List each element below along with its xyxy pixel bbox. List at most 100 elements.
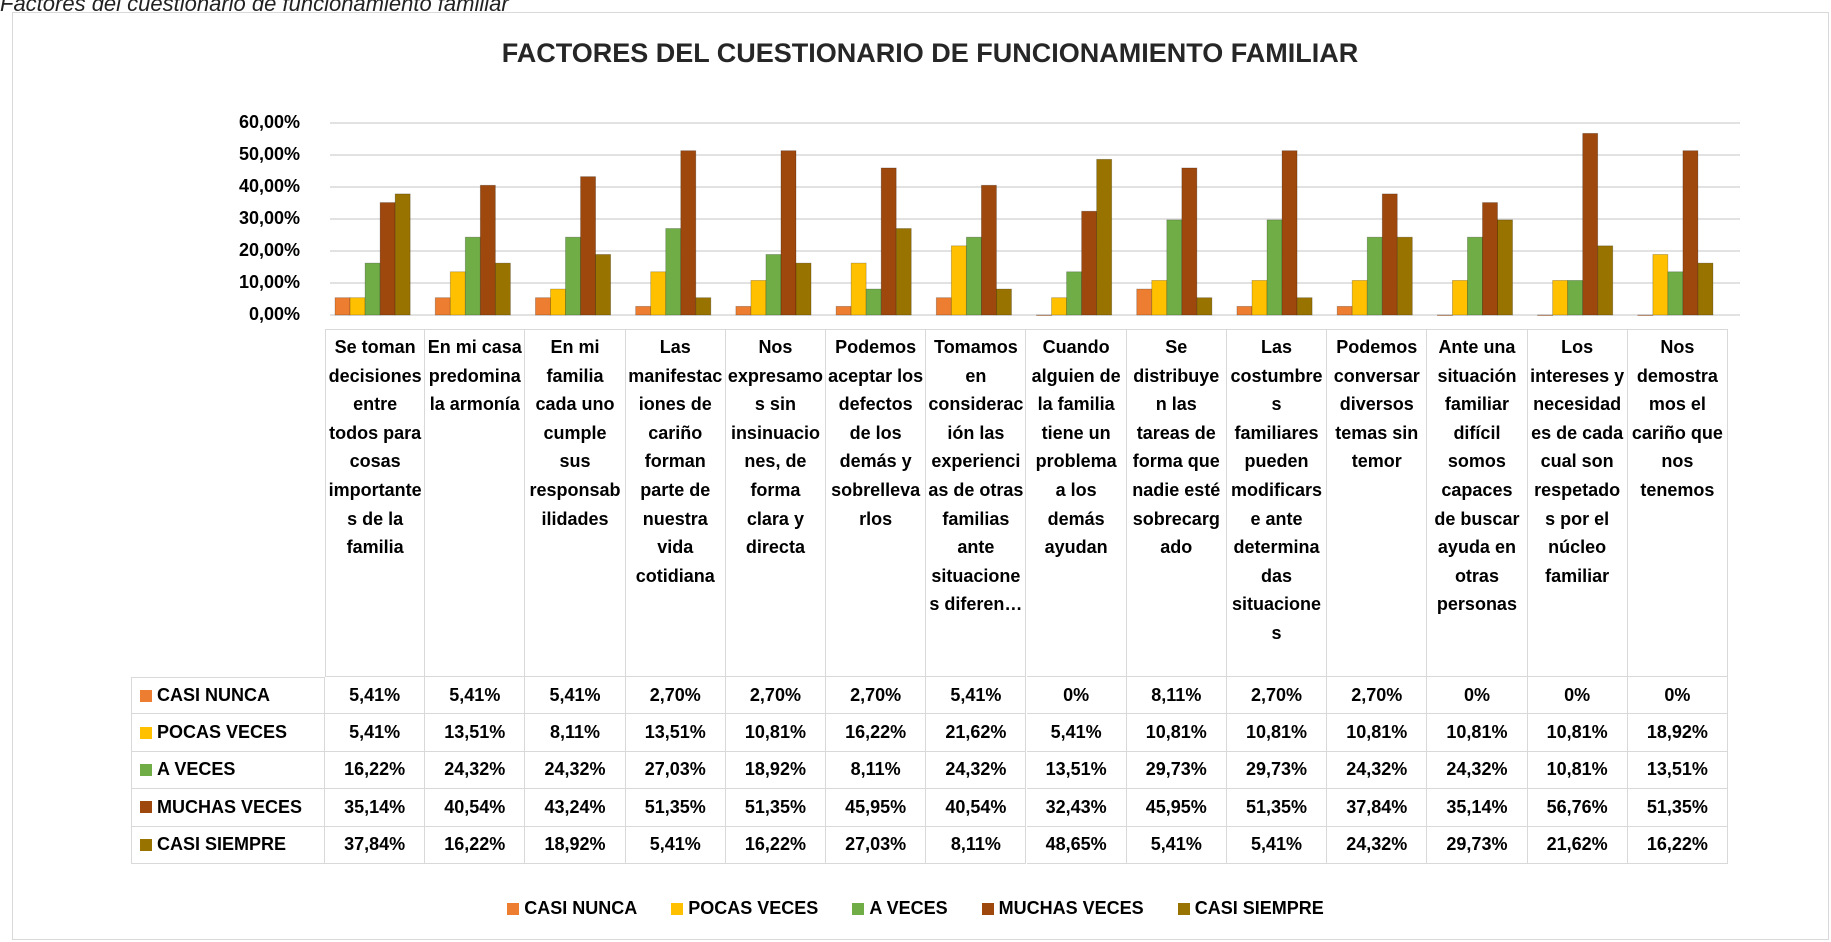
value-label: 51,35% bbox=[1627, 789, 1728, 827]
legend-item: A VECES bbox=[852, 898, 948, 919]
category-label: Podemos aceptar los defectos de los demá… bbox=[826, 329, 927, 677]
bar bbox=[1467, 236, 1483, 316]
bar bbox=[895, 228, 912, 316]
value-label: 10,81% bbox=[1527, 714, 1628, 752]
legend-swatch bbox=[981, 902, 994, 915]
bar bbox=[680, 150, 697, 316]
legend-item: CASI SIEMPRE bbox=[1177, 898, 1324, 919]
chart-frame bbox=[12, 12, 1829, 940]
y-tick-label: 40,00% bbox=[239, 176, 300, 196]
bar bbox=[795, 262, 812, 316]
row-label-text: CASI SIEMPRE bbox=[157, 834, 287, 855]
bar bbox=[595, 254, 612, 316]
row-label: POCAS VECES bbox=[131, 714, 325, 752]
value-label: 2,70% bbox=[826, 677, 927, 715]
value-label: 10,81% bbox=[1126, 714, 1227, 752]
bar bbox=[580, 176, 596, 316]
category-label: Cuando alguien de la familia tiene un pr… bbox=[1026, 329, 1127, 677]
bar bbox=[635, 305, 652, 316]
bar bbox=[1482, 202, 1498, 316]
value-label: 35,14% bbox=[325, 789, 426, 827]
value-label: 13,51% bbox=[1627, 751, 1728, 790]
value-label: 51,35% bbox=[625, 789, 726, 827]
row-label: MUCHAS VECES bbox=[131, 789, 325, 827]
bar bbox=[1296, 297, 1313, 316]
value-label: 5,41% bbox=[425, 677, 526, 715]
category-label: Ante una situación familiar difícil somo… bbox=[1427, 329, 1528, 677]
value-label: 5,41% bbox=[1026, 714, 1127, 752]
value-label: 13,51% bbox=[625, 714, 726, 752]
category-label: Se distribuyen las tareas de forma que n… bbox=[1126, 329, 1227, 677]
y-tick-label: 20,00% bbox=[239, 240, 300, 260]
value-label: 48,65% bbox=[1026, 826, 1127, 864]
value-label: 0% bbox=[1527, 677, 1628, 715]
legend-item: POCAS VECES bbox=[671, 898, 818, 919]
value-label: 10,81% bbox=[1226, 714, 1328, 752]
bar bbox=[1637, 314, 1654, 316]
bar bbox=[735, 305, 752, 316]
bar bbox=[535, 297, 551, 316]
value-label: 16,22% bbox=[425, 826, 526, 864]
value-label: 24,32% bbox=[1327, 751, 1428, 790]
value-label: 2,70% bbox=[1226, 677, 1328, 715]
value-label: 5,41% bbox=[1226, 826, 1328, 864]
row-label: CASI SIEMPRE bbox=[131, 826, 325, 864]
value-label: 51,35% bbox=[725, 789, 827, 827]
legend-swatch bbox=[140, 801, 152, 814]
value-label: 16,22% bbox=[1627, 826, 1728, 864]
value-label: 13,51% bbox=[425, 714, 526, 752]
value-label: 18,92% bbox=[725, 751, 827, 790]
bar bbox=[1667, 271, 1684, 316]
bar bbox=[996, 288, 1012, 316]
bar bbox=[1036, 314, 1052, 316]
legend-swatch bbox=[507, 902, 520, 915]
bar bbox=[1567, 280, 1584, 316]
legend-item: MUCHAS VECES bbox=[981, 898, 1144, 919]
bar bbox=[1537, 314, 1554, 316]
bar bbox=[1051, 297, 1067, 316]
row-label-text: POCAS VECES bbox=[157, 722, 288, 743]
bar bbox=[1497, 219, 1513, 316]
value-label: 51,35% bbox=[1226, 789, 1328, 827]
bar bbox=[765, 254, 782, 316]
bar bbox=[1452, 280, 1468, 316]
value-label: 5,41% bbox=[325, 714, 426, 752]
bar bbox=[1336, 305, 1353, 316]
category-label: Se toman decisiones entre todos para cos… bbox=[325, 329, 426, 677]
bar bbox=[695, 297, 712, 316]
bar bbox=[1196, 297, 1213, 316]
value-label: 24,32% bbox=[425, 751, 526, 790]
value-label: 27,03% bbox=[625, 751, 726, 790]
bar bbox=[464, 236, 481, 316]
legend-swatch bbox=[671, 902, 684, 915]
value-label: 45,95% bbox=[1126, 789, 1227, 827]
value-label: 27,03% bbox=[826, 826, 927, 864]
value-label: 56,76% bbox=[1527, 789, 1628, 827]
bar bbox=[565, 236, 581, 316]
bar bbox=[334, 297, 351, 316]
bar bbox=[880, 167, 897, 316]
bar bbox=[1597, 245, 1614, 316]
value-label: 8,11% bbox=[826, 751, 927, 790]
bar bbox=[449, 271, 466, 316]
value-label: 18,92% bbox=[525, 826, 626, 864]
value-label: 16,22% bbox=[826, 714, 927, 752]
y-tick-label: 10,00% bbox=[239, 272, 300, 292]
legend-label: POCAS VECES bbox=[688, 898, 819, 918]
value-label: 13,51% bbox=[1026, 751, 1127, 790]
category-label: Nos demostramos el cariño que nos tenemo… bbox=[1627, 329, 1728, 677]
bar bbox=[1066, 271, 1083, 316]
bar bbox=[780, 150, 797, 316]
category-label: En mi casa predomina la armonía bbox=[425, 329, 526, 677]
bar bbox=[1281, 150, 1298, 316]
value-label: 21,62% bbox=[926, 714, 1027, 752]
value-label: 0% bbox=[1627, 677, 1728, 715]
bar bbox=[1151, 280, 1168, 316]
row-label: CASI NUNCA bbox=[131, 677, 325, 715]
bar bbox=[1166, 219, 1183, 316]
bar bbox=[865, 288, 882, 316]
bar bbox=[479, 184, 496, 316]
value-label: 29,73% bbox=[1126, 751, 1227, 790]
